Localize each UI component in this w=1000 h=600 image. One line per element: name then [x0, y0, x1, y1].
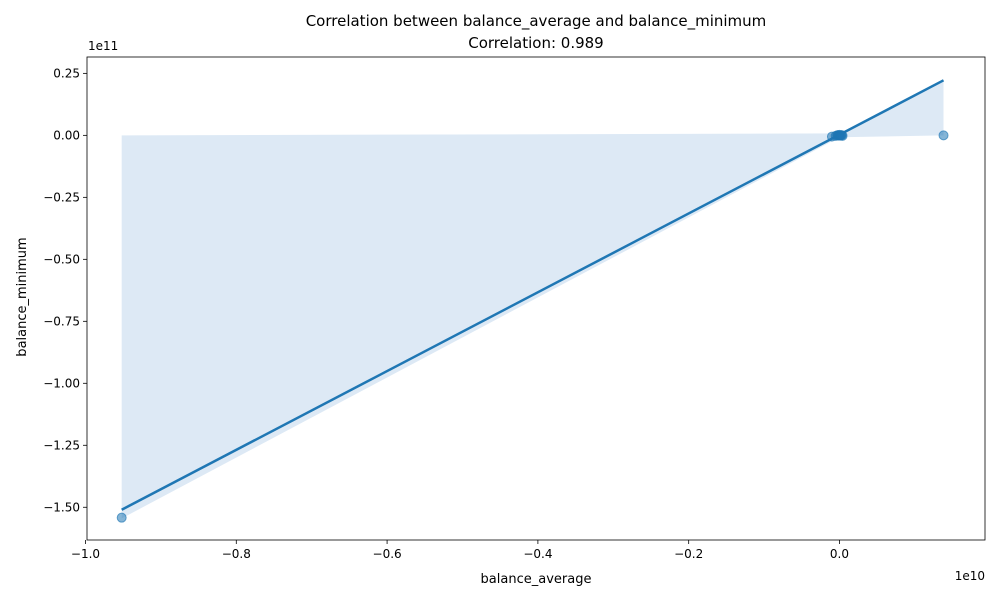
y-tick-label: 0.00	[53, 128, 80, 142]
y-tick-label: 0.25	[53, 66, 80, 80]
x-tick-label: 0.0	[830, 547, 849, 561]
x-axis-offset-label: 1e10	[955, 569, 985, 583]
x-tick-label: −0.6	[373, 547, 402, 561]
data-point	[938, 130, 949, 141]
y-tick-label: −1.50	[43, 500, 80, 514]
y-tick-label: −1.25	[43, 438, 80, 452]
y-tick-label: −1.00	[43, 376, 80, 390]
y-tick-label: −0.50	[43, 252, 80, 266]
x-tick-label: −0.8	[222, 547, 251, 561]
y-tick-label: −0.25	[43, 190, 80, 204]
plot-area-frame	[86, 56, 986, 541]
y-axis-offset-label: 1e11	[88, 39, 118, 53]
regression-line	[121, 79, 945, 511]
y-tick-label: −0.75	[43, 314, 80, 328]
chart-title: Correlation between balance_average and …	[306, 12, 767, 31]
x-axis-label: balance_average	[481, 572, 592, 587]
data-point	[837, 130, 848, 141]
data-point	[116, 512, 127, 523]
x-tick-label: −0.4	[523, 547, 552, 561]
chart-subtitle: Correlation: 0.989	[468, 34, 603, 52]
x-tick-label: −0.2	[674, 547, 703, 561]
y-axis-label: balance_minimum	[15, 237, 30, 356]
confidence-band	[121, 80, 944, 519]
x-tick-label: −1.0	[71, 547, 100, 561]
